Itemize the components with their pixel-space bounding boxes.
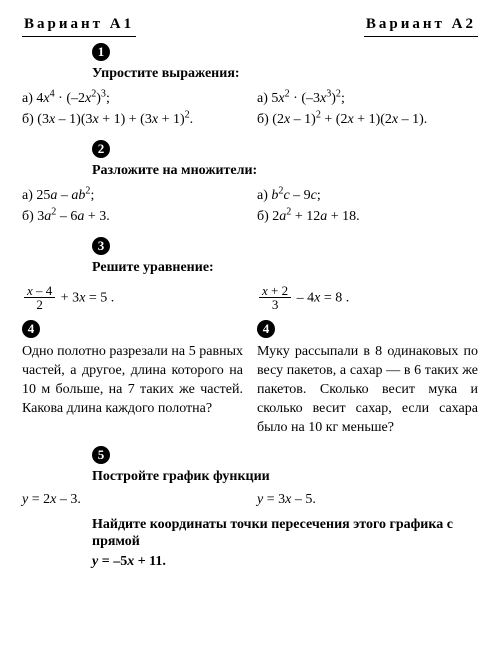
q4-left: 4 Одно полотно разрезали на 5 равных час…	[22, 312, 243, 438]
q2-marker-icon: 2	[92, 140, 110, 158]
q2-body: а) 25a – ab2; б) 3a2 – 6a + 3. а) b2c – …	[22, 185, 478, 229]
q2-right: а) b2c – 9c; б) 2a2 + 12a + 18.	[257, 185, 478, 229]
q4-body: 4 Одно полотно разрезали на 5 равных час…	[22, 312, 478, 438]
variant-a1-title: Вариант А1	[22, 14, 136, 37]
q2-right-a: а) b2c – 9c;	[257, 187, 478, 206]
q3-body: x – 4 2 + 3x = 5 . x + 2 3 – 4x = 8 .	[22, 284, 478, 312]
question-2-header: 2 Разложите на множители:	[92, 140, 478, 181]
question-5: 5 Постройте график функции y = 2x – 3. y…	[22, 446, 478, 572]
q1-prompt: Упростите выражения:	[92, 65, 478, 84]
variant-a2-title: Вариант А2	[364, 14, 478, 37]
q5-functions: y = 2x – 3. y = 3x – 5.	[22, 491, 478, 510]
q5-note-fn: y = –5x + 11.	[92, 553, 478, 572]
q1-marker-icon: 1	[92, 43, 110, 61]
q1-right-a: а) 5x2 · (–3x3)2;	[257, 90, 478, 109]
q3-left: x – 4 2 + 3x = 5 .	[22, 284, 243, 312]
q1-right: а) 5x2 · (–3x3)2; б) (2x – 1)2 + (2x + 1…	[257, 88, 478, 132]
q2-left-a: а) 25a – ab2;	[22, 187, 243, 206]
q3-marker-icon: 3	[92, 237, 110, 255]
q4-left-text: Одно полотно разрезали на 5 равных часте…	[22, 343, 243, 419]
q3-right-rest: – 4x = 8 .	[293, 290, 349, 305]
q5-prompt: Постройте график функции	[92, 468, 478, 487]
q5-left-fn: y = 2x – 3.	[22, 491, 243, 510]
q4-right-text: Муку рассыпали в 8 одинаковых по весу па…	[257, 343, 478, 437]
question-3-header: 3 Решите уравнение:	[92, 237, 478, 278]
q1-left: а) 4x4 · (–2x2)3; б) (3x – 1)(3x + 1) + …	[22, 88, 243, 132]
q4-right: 4 Муку рассыпали в 8 одинаковых по весу …	[257, 312, 478, 438]
q3-right-fraction: x + 2 3	[259, 284, 291, 312]
q1-right-b: б) (2x – 1)2 + (2x + 1)(2x – 1).	[257, 111, 478, 130]
q3-left-fraction: x – 4 2	[24, 284, 55, 312]
q1-left-a: а) 4x4 · (–2x2)3;	[22, 90, 243, 109]
q5-note: Найдите координаты точки пересечения это…	[92, 516, 478, 551]
q2-prompt: Разложите на множители:	[92, 162, 478, 181]
q3-prompt: Решите уравнение:	[92, 259, 478, 278]
q4-left-marker-icon: 4	[22, 320, 40, 338]
q2-right-b: б) 2a2 + 12a + 18.	[257, 208, 478, 227]
q2-left: а) 25a – ab2; б) 3a2 – 6a + 3.	[22, 185, 243, 229]
variant-headers: Вариант А1 Вариант А2	[22, 14, 478, 37]
q3-left-rest: + 3x = 5 .	[57, 290, 114, 305]
q1-body: а) 4x4 · (–2x2)3; б) (3x – 1)(3x + 1) + …	[22, 88, 478, 132]
q5-marker-icon: 5	[92, 446, 110, 464]
q2-left-b: б) 3a2 – 6a + 3.	[22, 208, 243, 227]
question-1-header: 1 Упростите выражения:	[92, 43, 478, 84]
q5-right-fn: y = 3x – 5.	[257, 491, 478, 510]
q1-left-b: б) (3x – 1)(3x + 1) + (3x + 1)2.	[22, 111, 243, 130]
q4-right-marker-icon: 4	[257, 320, 275, 338]
q3-right: x + 2 3 – 4x = 8 .	[257, 284, 478, 312]
